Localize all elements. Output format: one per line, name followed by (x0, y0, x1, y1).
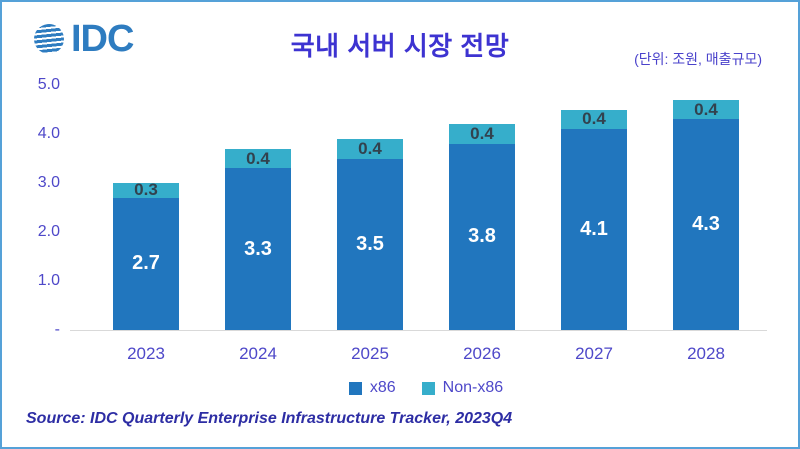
bar-segment-non-x86: 0.4 (337, 139, 403, 159)
idc-logo-text: IDC (71, 18, 134, 60)
idc-logo: IDC (32, 18, 134, 60)
bar-value-label: 4.3 (692, 213, 720, 236)
bar-slot: 3.3 0.4 (202, 85, 314, 330)
y-axis: - 1.0 2.0 3.0 4.0 5.0 (10, 76, 60, 338)
y-axis-label: 3.0 (37, 174, 60, 191)
bar-segment-non-x86: 0.3 (113, 180, 179, 200)
bar-segment-non-x86: 0.4 (561, 109, 627, 130)
bar-group-2026: 3.8 0.4 (449, 124, 515, 330)
x-axis: 2023 2024 2025 2026 2027 2028 (90, 344, 762, 364)
bar-value-label: 0.4 (246, 148, 270, 168)
bar-segment-x86: 2.7 (113, 197, 179, 330)
bar-segment-x86: 4.3 (673, 119, 739, 330)
bar-value-label: 2.7 (132, 252, 160, 275)
y-axis-label: - (54, 321, 60, 338)
bar-value-label: 4.1 (580, 218, 608, 241)
x-axis-line (70, 330, 767, 331)
bar-segment-non-x86: 0.4 (225, 149, 291, 169)
bar-value-label: 3.5 (356, 232, 384, 255)
y-axis-label: 2.0 (37, 223, 60, 240)
x-axis-label: 2026 (463, 344, 501, 363)
bar-group-2023: 2.7 0.3 (113, 180, 179, 330)
bar-slot: 2.7 0.3 (90, 85, 202, 330)
x-axis-label: 2027 (575, 344, 613, 363)
x-axis-label: 2024 (239, 344, 277, 363)
bar-slot: 4.3 0.4 (650, 85, 762, 330)
x-axis-label: 2025 (351, 344, 389, 363)
legend-label: Non-x86 (442, 379, 504, 396)
legend-item-x86: x86 (348, 379, 396, 397)
bar-value-label: 0.4 (582, 109, 606, 129)
legend-label: x86 (369, 379, 396, 396)
x-axis-label: 2028 (687, 344, 725, 363)
bar-group-2028: 4.3 0.4 (673, 100, 739, 330)
source-note: Source: IDC Quarterly Enterprise Infrast… (26, 410, 513, 427)
bar-segment-x86: 4.1 (561, 129, 627, 330)
bar-slot: 4.1 0.4 (538, 85, 650, 330)
legend-swatch-icon (348, 381, 362, 395)
bar-segment-non-x86: 0.4 (449, 124, 515, 144)
y-axis-label: 5.0 (37, 76, 60, 93)
bar-value-label: 3.3 (244, 237, 272, 260)
legend-item-non-x86: Non-x86 (421, 379, 504, 397)
bar-value-label: 0.3 (134, 180, 158, 200)
legend: x86 Non-x86 (90, 379, 762, 397)
bar-segment-x86: 3.8 (449, 143, 515, 330)
bar-segment-x86: 3.5 (337, 158, 403, 330)
bar-group-2025: 3.5 0.4 (337, 139, 403, 330)
bar-segment-x86: 3.3 (225, 168, 291, 330)
bar-value-label: 0.4 (358, 138, 382, 158)
y-axis-label: 1.0 (37, 272, 60, 289)
bar-segment-non-x86: 0.4 (673, 100, 739, 120)
bar-slot: 3.5 0.4 (314, 85, 426, 330)
x-axis-label: 2023 (127, 344, 165, 363)
plot-area: 2.7 0.3 3.3 0.4 3.5 0.4 3.8 0.4 4.1 0.4 4.3 0.4 (90, 85, 762, 330)
y-axis-label: 4.0 (37, 125, 60, 142)
bar-group-2027: 4.1 0.4 (561, 109, 627, 330)
unit-label: (단위: 조원, 매출규모) (634, 51, 762, 67)
bar-value-label: 0.4 (470, 124, 494, 144)
bar-slot: 3.8 0.4 (426, 85, 538, 330)
bar-group-2024: 3.3 0.4 (225, 149, 291, 330)
legend-swatch-icon (421, 381, 435, 395)
chart-title: 국내 서버 시장 전망 (290, 31, 510, 61)
bar-value-label: 3.8 (468, 225, 496, 248)
bar-value-label: 0.4 (694, 99, 718, 119)
